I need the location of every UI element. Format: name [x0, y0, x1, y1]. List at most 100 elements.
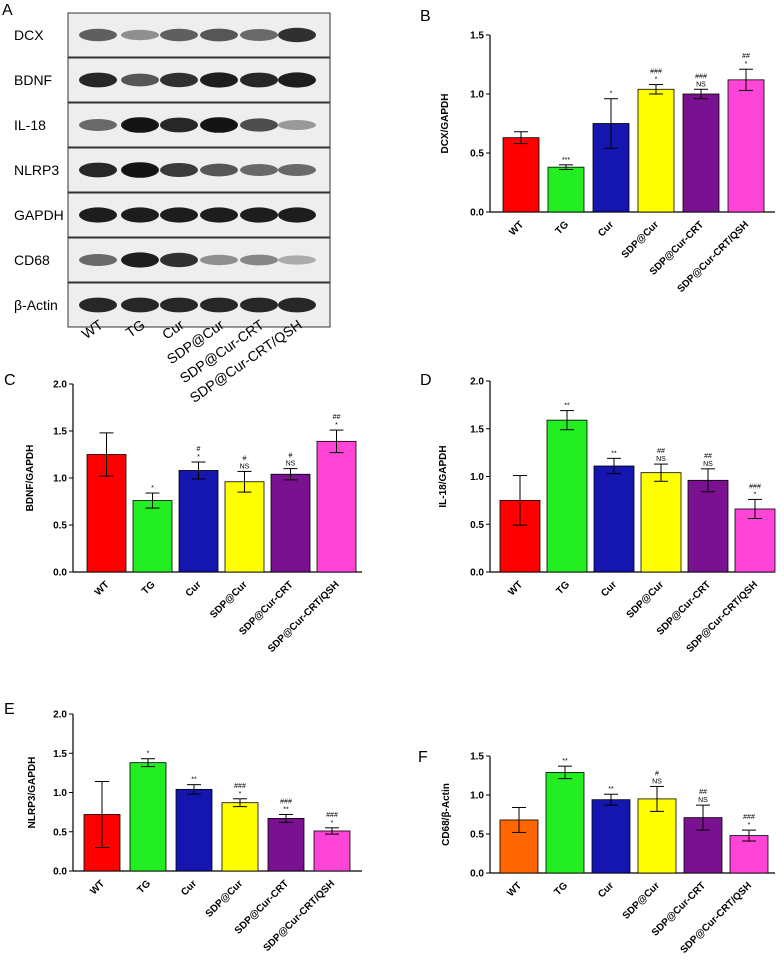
y-tick-label: 0.0 — [470, 208, 484, 219]
significance-marker: * — [335, 422, 338, 429]
blot-row-label: CD68 — [14, 252, 50, 268]
significance-marker: * — [239, 791, 242, 798]
x-category-label: SDP@Cur — [620, 219, 661, 260]
panel-label-c: C — [4, 372, 16, 389]
chart-d: D 0.0 0.5 1.0 1.5 2.0 IL-18/GAPDH WT ** TG ** Cur NS… — [420, 372, 776, 655]
significance-marker: ## — [704, 453, 712, 460]
bar — [129, 762, 167, 872]
blot-band — [200, 207, 238, 223]
significance-marker: ### — [743, 814, 755, 821]
blot-band — [160, 28, 198, 42]
bar — [729, 835, 769, 874]
significance-marker: * — [610, 91, 613, 98]
y-axis-label: CD68/β-Actin — [441, 783, 452, 846]
significance-marker: ** — [191, 777, 197, 784]
significance-marker: NS — [240, 463, 250, 470]
y-tick-label: 1.5 — [470, 752, 484, 763]
y-tick-label: 0.0 — [53, 867, 67, 878]
blot-band — [79, 207, 117, 223]
significance-marker: ** — [608, 786, 614, 793]
blot-band — [121, 29, 159, 41]
significance-marker: ### — [326, 812, 338, 819]
panel-label-b: B — [420, 8, 431, 25]
y-tick-label: 1.5 — [53, 749, 67, 760]
blot-band — [278, 120, 316, 130]
significance-marker: ** — [283, 806, 289, 813]
significance-marker: ** — [611, 450, 617, 457]
x-category-label: WT — [506, 579, 525, 598]
x-category-label: TG — [553, 880, 571, 898]
significance-marker: NS — [652, 778, 662, 785]
y-tick-label: 2.0 — [470, 377, 484, 388]
x-category-label: SDP@Cur — [204, 878, 245, 919]
bar — [313, 830, 351, 872]
blot-band — [278, 72, 316, 88]
significance-marker: ### — [695, 73, 707, 80]
x-category-label: TG — [555, 579, 573, 597]
chart-f: F0.00.51.01.5CD68/β-ActinWT**TG**CurNS#S… — [418, 749, 775, 956]
blot-band — [240, 72, 278, 88]
y-tick-label: 0.5 — [470, 520, 484, 531]
bar — [224, 481, 265, 573]
panel-label-a: A — [2, 2, 13, 19]
significance-marker: * — [748, 822, 751, 829]
blot-band — [121, 297, 159, 313]
y-tick-label: 1.5 — [470, 424, 484, 435]
significance-marker: NS — [703, 461, 713, 468]
blot-band — [121, 117, 159, 133]
bar — [547, 166, 585, 213]
y-tick-label: 1.0 — [470, 90, 484, 101]
bar — [270, 473, 311, 573]
significance-marker: # — [197, 446, 201, 453]
blot-band — [278, 27, 316, 43]
x-category-label: WT — [507, 219, 526, 238]
blot-band — [200, 254, 238, 266]
significance-marker: * — [331, 820, 334, 827]
significance-marker: # — [655, 770, 659, 777]
panel-label-d: D — [420, 372, 432, 389]
y-tick-label: 1.0 — [53, 474, 67, 485]
blot-band — [240, 297, 278, 313]
bar — [316, 440, 357, 573]
blot-band — [240, 118, 278, 132]
blot-band — [160, 207, 198, 223]
y-tick-label: 2.0 — [53, 380, 67, 391]
bar — [267, 818, 305, 872]
x-category-label: TG — [136, 878, 154, 896]
blot-band — [79, 254, 117, 266]
blot-band — [200, 297, 238, 313]
significance-marker: ### — [650, 69, 662, 76]
significance-marker: ## — [742, 53, 750, 60]
blot-band — [240, 164, 278, 176]
x-category-label: TG — [140, 579, 158, 597]
bar — [221, 802, 259, 872]
x-category-label: WT — [505, 880, 524, 899]
chart-b: B0.00.51.01.5DCX/GAPDHWT***TG*Cur*###SDP… — [420, 8, 775, 295]
significance-marker: # — [289, 453, 293, 460]
significance-marker: ### — [234, 783, 246, 790]
significance-marker: ## — [699, 789, 707, 796]
significance-marker: NS — [696, 81, 706, 88]
y-tick-label: 1.5 — [470, 31, 484, 42]
significance-marker: * — [151, 485, 154, 492]
y-tick-label: 0.0 — [53, 568, 67, 579]
y-axis-label: DCX/GAPDH — [440, 93, 451, 153]
blot-band — [79, 28, 117, 42]
x-category-label: SDP@Cur — [208, 579, 249, 620]
x-category-label: SDP@Cur — [621, 880, 662, 921]
significance-marker: # — [243, 455, 247, 462]
x-category-label: Cur — [596, 880, 616, 900]
y-axis-label: IL-18/GAPDH — [438, 445, 449, 507]
blot-band — [200, 117, 238, 133]
blot-band — [240, 207, 278, 223]
blot-band — [200, 72, 238, 88]
bar — [502, 137, 540, 213]
y-tick-label: 0.5 — [53, 521, 67, 532]
blot-row-label: NLRP3 — [14, 162, 59, 178]
significance-marker: * — [754, 491, 757, 498]
blot-row-label: IL-18 — [14, 117, 46, 133]
chart-c: C0.00.51.01.52.0BDNF/GAPDHWT*TG*#CurNS#S… — [4, 372, 362, 655]
blot-band — [200, 28, 238, 42]
bar — [175, 788, 213, 872]
blot-row-label: GAPDH — [14, 207, 64, 223]
